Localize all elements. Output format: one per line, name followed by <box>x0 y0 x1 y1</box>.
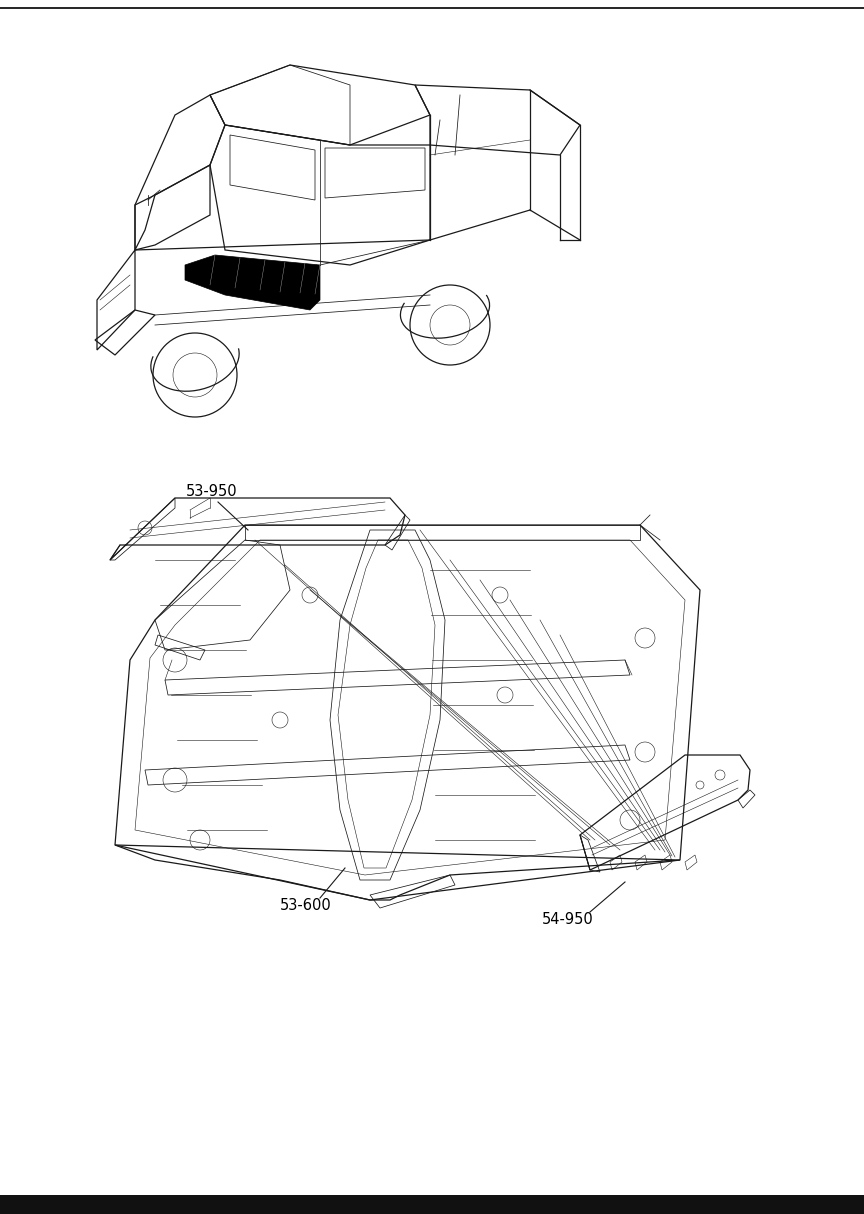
Bar <box>0 1195 864 1214</box>
Text: 53-600: 53-600 <box>280 897 332 913</box>
Text: 54-950: 54-950 <box>542 913 594 927</box>
Text: 53-950: 53-950 <box>186 484 238 499</box>
Polygon shape <box>185 255 320 310</box>
